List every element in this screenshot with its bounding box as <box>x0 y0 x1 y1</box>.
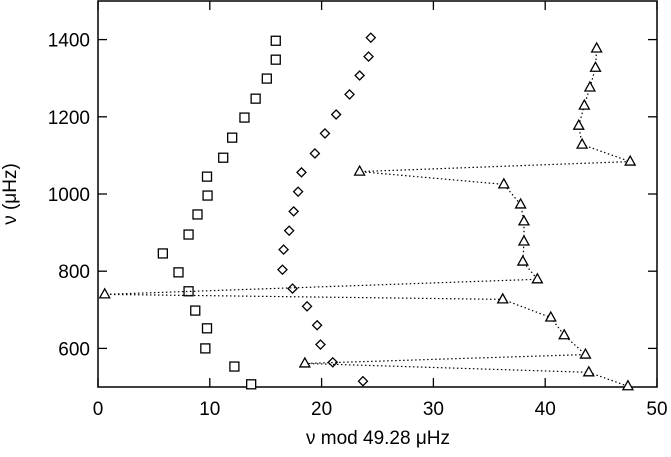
y-tick-label: 800 <box>58 262 90 283</box>
point <box>201 171 213 182</box>
point <box>578 98 591 110</box>
point <box>278 244 290 256</box>
point <box>344 88 355 100</box>
point <box>190 305 201 316</box>
point <box>239 112 250 123</box>
point <box>572 118 585 130</box>
point <box>353 164 366 176</box>
point <box>309 148 321 159</box>
point <box>270 54 281 65</box>
point <box>301 300 313 312</box>
point <box>496 292 509 304</box>
point <box>98 287 111 299</box>
point <box>287 283 298 294</box>
y-tick-label: 1400 <box>48 31 90 52</box>
point <box>516 254 529 266</box>
point <box>517 234 531 246</box>
point <box>579 347 592 359</box>
point <box>200 343 211 354</box>
point <box>531 272 544 284</box>
x-tick-label: 50 <box>646 399 667 420</box>
point <box>261 73 272 84</box>
y-axis-label: ν (μHz) <box>0 163 21 225</box>
point <box>363 51 374 63</box>
point <box>365 32 377 44</box>
point <box>250 93 261 104</box>
y-tick-label: 1200 <box>48 108 90 129</box>
point <box>590 41 603 53</box>
point <box>227 132 238 143</box>
point <box>311 319 323 331</box>
y-tick-label: 600 <box>58 339 90 360</box>
point <box>582 365 595 377</box>
point <box>583 80 597 92</box>
x-tick-label: 40 <box>535 399 556 420</box>
point <box>246 379 257 390</box>
point <box>544 310 557 322</box>
point <box>283 225 295 237</box>
point <box>270 35 281 46</box>
point <box>192 209 203 220</box>
point <box>292 186 304 198</box>
point <box>497 177 510 189</box>
point <box>315 339 326 350</box>
point <box>183 229 194 240</box>
plot-frame <box>97 0 658 388</box>
point <box>575 137 589 149</box>
point <box>514 197 527 209</box>
y-tick-label: 1000 <box>48 185 90 206</box>
point <box>157 248 168 259</box>
x-tick-label: 20 <box>311 399 332 420</box>
point <box>621 379 635 391</box>
point <box>357 375 369 387</box>
point <box>218 152 229 163</box>
point <box>354 70 366 81</box>
point <box>624 154 637 166</box>
point <box>298 356 311 368</box>
x-axis-label: ν mod 49.28 μHz <box>306 428 450 449</box>
point <box>173 267 184 278</box>
point <box>589 60 602 72</box>
point <box>296 166 307 178</box>
point <box>517 214 531 226</box>
point <box>327 356 339 368</box>
series-line <box>104 48 631 387</box>
point <box>319 127 331 139</box>
point <box>288 205 300 217</box>
point <box>277 264 288 276</box>
point <box>229 361 240 372</box>
point <box>330 109 342 120</box>
x-tick-label: 30 <box>423 399 444 420</box>
point <box>558 328 571 340</box>
x-tick-label: 0 <box>93 399 104 420</box>
x-tick-label: 10 <box>199 399 220 420</box>
point <box>183 286 194 297</box>
point <box>201 323 213 334</box>
point <box>202 190 213 201</box>
